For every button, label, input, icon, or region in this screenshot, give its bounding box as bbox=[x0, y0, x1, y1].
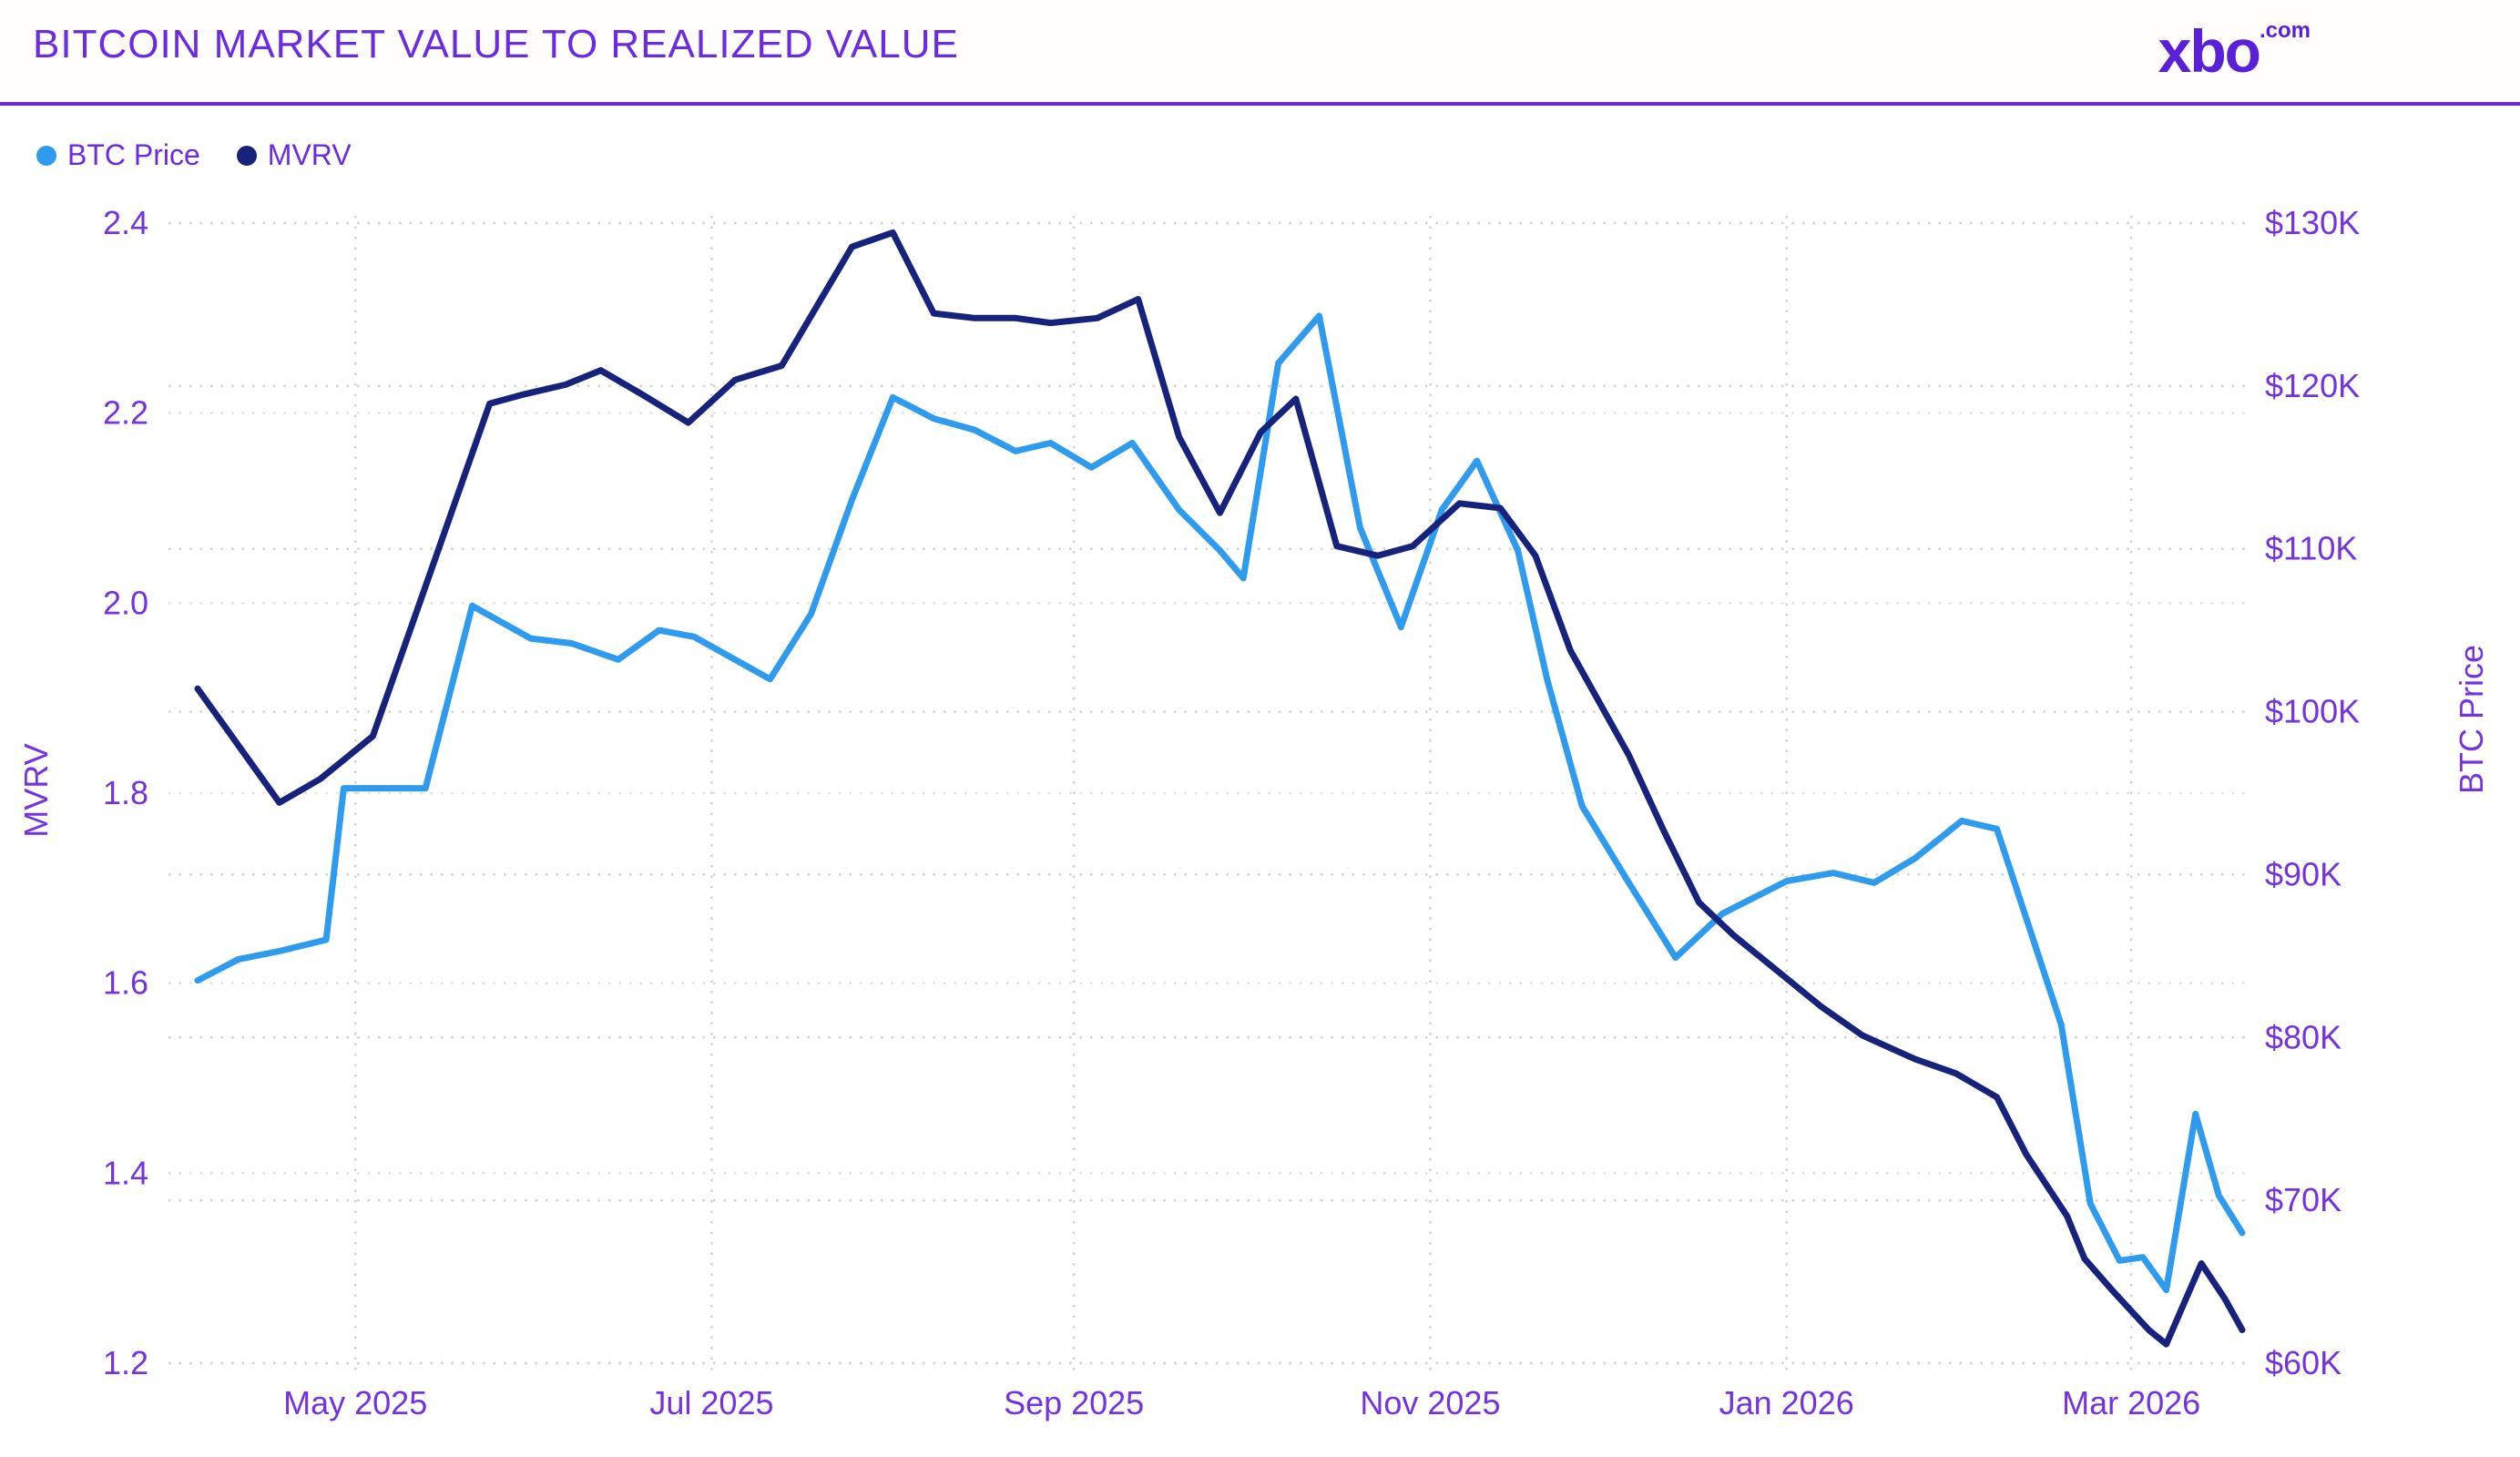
right-axis-title: BTC Price bbox=[2453, 645, 2490, 794]
left-axis-tick-label: 1.8 bbox=[103, 774, 148, 811]
left-axis-tick-label: 1.2 bbox=[103, 1344, 148, 1381]
chart-legend: BTC Price MVRV bbox=[36, 138, 352, 172]
legend-label: MVRV bbox=[267, 138, 352, 171]
xbo-logo[interactable]: xbo.com bbox=[2158, 16, 2311, 86]
x-axis-tick-label: Nov 2025 bbox=[1360, 1384, 1500, 1421]
right-axis-tick-label: $90K bbox=[2265, 855, 2341, 892]
left-axis-tick-label: 2.2 bbox=[103, 394, 148, 432]
left-axis-tick-label: 2.4 bbox=[103, 204, 148, 241]
left-axis-title: MVRV bbox=[17, 743, 55, 837]
header-divider bbox=[0, 102, 2520, 106]
right-axis-tick-label: $70K bbox=[2265, 1181, 2341, 1218]
x-axis-tick-label: Jul 2025 bbox=[649, 1384, 773, 1421]
legend-item-btc-price[interactable]: BTC Price bbox=[36, 138, 200, 172]
right-axis-tick-label: $130K bbox=[2265, 204, 2360, 241]
mvrv-line bbox=[194, 229, 2246, 1348]
logo-text: xbo bbox=[2158, 17, 2261, 85]
btc-price-legend-dot-icon bbox=[36, 145, 56, 166]
legend-label: BTC Price bbox=[67, 138, 200, 171]
x-axis-tick-label: Jan 2026 bbox=[1719, 1384, 1854, 1421]
page-title: BITCOIN MARKET VALUE TO REALIZED VALUE bbox=[33, 22, 959, 66]
x-axis-tick-label: Mar 2026 bbox=[2062, 1384, 2200, 1421]
header: BITCOIN MARKET VALUE TO REALIZED VALUE x… bbox=[0, 0, 2520, 102]
right-axis-tick-label: $60K bbox=[2265, 1344, 2341, 1381]
right-axis-tick-label: $80K bbox=[2265, 1018, 2341, 1055]
right-axis-tick-label: $110K bbox=[2265, 530, 2357, 567]
right-axis-tick-label: $120K bbox=[2265, 367, 2360, 404]
mvrv-legend-dot-icon bbox=[236, 145, 257, 166]
left-axis-tick-label: 2.0 bbox=[103, 584, 148, 621]
legend-item-mvrv[interactable]: MVRV bbox=[236, 138, 352, 172]
x-axis-tick-label: Sep 2025 bbox=[1004, 1384, 1144, 1421]
left-axis-tick-label: 1.4 bbox=[103, 1154, 148, 1191]
x-axis-tick-label: May 2025 bbox=[283, 1384, 427, 1421]
right-axis-tick-label: $100K bbox=[2265, 693, 2360, 730]
btc-price-line bbox=[194, 312, 2246, 1293]
logo-suffix: .com bbox=[2259, 18, 2311, 43]
left-axis-tick-label: 1.6 bbox=[103, 964, 148, 1002]
